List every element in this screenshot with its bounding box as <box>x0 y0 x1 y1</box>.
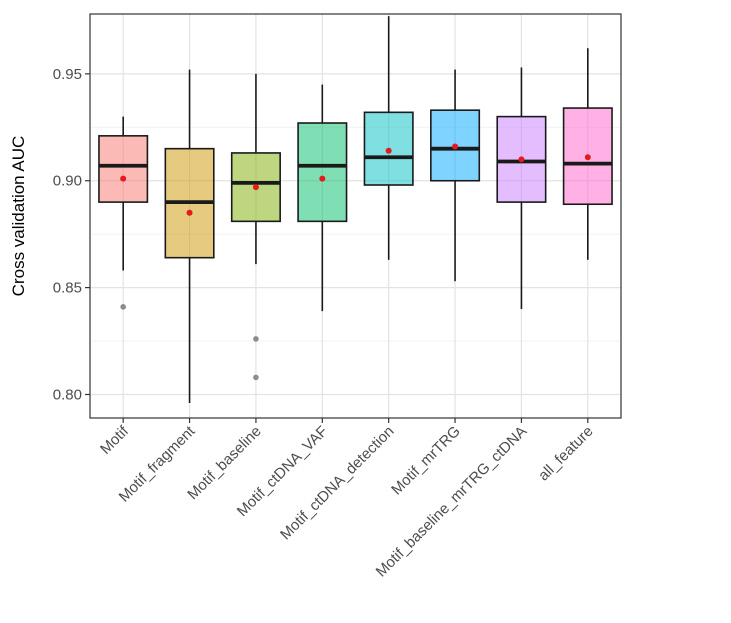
box-group-Motif_fragment <box>164 69 215 404</box>
box <box>562 107 613 206</box>
y-axis-title: Cross validation AUC <box>9 136 28 297</box>
outlier-point <box>120 304 126 310</box>
y-tick-label: 0.95 <box>53 66 82 83</box>
plot-border <box>89 13 622 419</box>
box-group-Motif_ctDNA_detection <box>363 16 414 260</box>
x-tick-label: Motif <box>97 422 133 458</box>
outlier-point <box>253 336 259 342</box>
box-group-all_feature <box>562 48 613 260</box>
mean-point <box>186 209 193 216</box>
mean-point <box>385 147 392 154</box>
x-tick-label: all_feature <box>535 423 597 485</box>
box-group-Motif_mrTRG <box>430 69 481 282</box>
y-tick-label: 0.90 <box>53 173 82 190</box>
x-axis: MotifMotif_fragmentMotif_baselineMotif_c… <box>97 418 597 580</box>
mean-point <box>584 154 591 161</box>
box <box>98 135 149 203</box>
outlier-point <box>253 374 259 381</box>
box <box>363 111 414 186</box>
mean-point <box>518 156 525 163</box>
y-tick-label: 0.80 <box>53 386 82 403</box>
box-group-Motif <box>98 116 149 310</box>
box-group-Motif_baseline_mrTRG_ctDNA <box>496 67 547 309</box>
y-tick-label: 0.85 <box>53 280 82 297</box>
mean-point <box>120 175 127 182</box>
box-group-Motif_baseline <box>230 73 281 381</box>
box-group-Motif_ctDNA_VAF <box>297 84 348 312</box>
mean-point <box>452 143 459 150</box>
box <box>297 122 348 223</box>
x-tick-label: Motif_ctDNA_detection <box>277 423 397 543</box>
boxes-layer <box>98 16 613 404</box>
y-axis: 0.80 0.85 0.90 0.95 <box>53 66 90 403</box>
mean-point <box>319 175 326 182</box>
mean-point <box>252 184 259 191</box>
